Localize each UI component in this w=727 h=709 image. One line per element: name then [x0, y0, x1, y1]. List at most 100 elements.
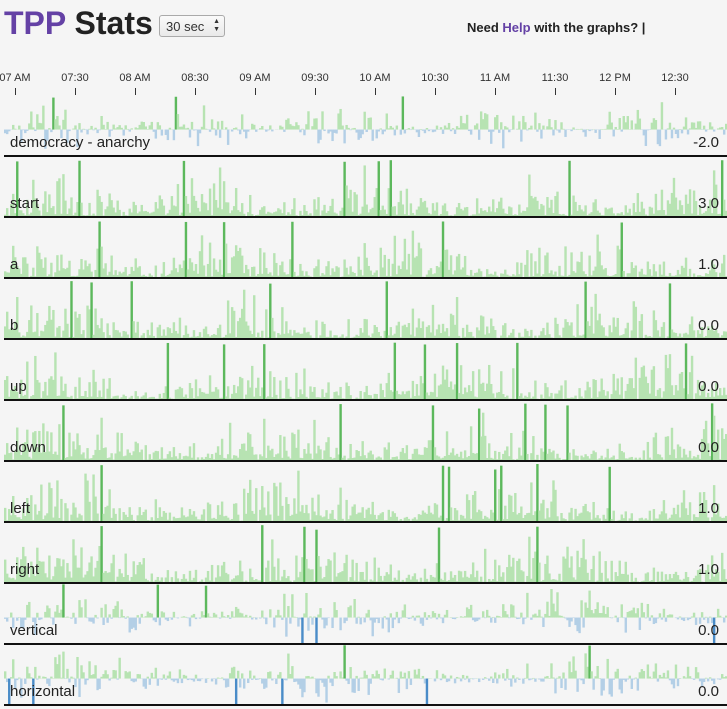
activity-bar: [580, 678, 583, 681]
activity-bar: [584, 205, 587, 216]
activity-bar: [305, 558, 308, 582]
activity-bar: [650, 275, 654, 277]
activity-bar: [337, 113, 340, 130]
activity-bar: [359, 390, 362, 399]
activity-bar: [64, 383, 67, 399]
chart-panel: start 3.0: [4, 157, 727, 218]
activity-bar: [475, 617, 479, 622]
series-plot: [4, 525, 727, 582]
activity-bar: [158, 393, 162, 399]
activity-bar: [490, 580, 493, 582]
activity-bar: [230, 611, 234, 618]
activity-bar: [295, 372, 298, 399]
activity-bar: [560, 214, 563, 216]
activity-bar: [590, 212, 593, 216]
activity-bar: [228, 519, 232, 521]
activity-bar: [263, 678, 266, 689]
chart-panel: up 0.0: [4, 340, 727, 401]
activity-bar: [652, 509, 656, 521]
help-prefix: Need: [467, 20, 503, 35]
activity-bar: [363, 517, 366, 521]
activity-bar: [22, 395, 25, 399]
activity-bar: [592, 333, 595, 338]
activity-bar: [469, 426, 473, 460]
activity-bar: [138, 562, 141, 582]
x-tick-label: 10 AM: [359, 72, 391, 84]
activity-bar: [582, 129, 585, 133]
activity-bar: [586, 666, 589, 679]
activity-bar: [299, 457, 302, 460]
activity-bar: [465, 494, 469, 521]
interval-select[interactable]: 30 sec ▲ ▼: [159, 15, 225, 37]
activity-bar: [696, 454, 700, 460]
activity-bar: [349, 129, 352, 131]
activity-bar: [200, 392, 204, 399]
help-link[interactable]: Help: [502, 20, 531, 35]
activity-bar: [249, 568, 252, 582]
activity-bar: [253, 580, 256, 582]
activity-bar: [385, 449, 388, 460]
activity-bar: [638, 617, 642, 630]
activity-bar: [12, 617, 15, 628]
activity-bar: [656, 518, 660, 521]
series-label: vertical: [10, 622, 58, 639]
activity-bar: [490, 383, 493, 399]
activity-bar: [365, 129, 368, 132]
activity-bar: [698, 678, 702, 682]
activity-bar: [251, 678, 254, 680]
activity-bar: [377, 129, 380, 132]
activity-bar: [379, 678, 382, 680]
activity-bar: [299, 678, 302, 689]
activity-bar: [688, 450, 692, 460]
activity-bar: [688, 676, 692, 679]
activity-bar: [722, 517, 726, 521]
activity-bar: [323, 516, 326, 521]
activity-bar: [660, 189, 664, 216]
activity-bar: [375, 270, 378, 277]
activity-bar: [516, 342, 519, 399]
activity-bar: [232, 616, 236, 618]
activity-bar: [686, 334, 690, 338]
activity-bar: [110, 200, 113, 216]
activity-bar: [371, 333, 374, 338]
activity-bar: [357, 335, 360, 338]
x-tick-mark: [75, 88, 76, 95]
activity-bar: [694, 127, 698, 130]
activity-bar: [660, 326, 664, 338]
activity-bar: [405, 129, 409, 130]
activity-bar: [94, 567, 97, 582]
activity-bar: [660, 457, 664, 460]
activity-bar: [289, 329, 292, 338]
activity-bar: [690, 580, 694, 582]
activity-bar: [311, 497, 314, 521]
activity-bar: [465, 392, 469, 399]
activity-bar: [542, 678, 545, 682]
activity-bar: [546, 676, 549, 679]
activity-bar: [524, 617, 527, 619]
activity-bar: [646, 129, 650, 131]
activity-bar: [479, 511, 483, 521]
activity-bar: [234, 245, 238, 277]
activity-bar: [698, 333, 702, 338]
activity-bar: [285, 119, 288, 130]
activity-bar: [289, 580, 292, 582]
activity-bar: [247, 432, 250, 460]
activity-bar: [291, 594, 294, 618]
activity-bar: [40, 259, 43, 277]
activity-bar: [516, 215, 519, 216]
activity-bar: [80, 129, 83, 133]
activity-bar: [226, 386, 230, 399]
activity-bar: [586, 215, 589, 216]
activity-bar: [377, 515, 380, 521]
activity-bar: [542, 499, 545, 521]
activity-bar: [437, 385, 441, 399]
activity-bar: [640, 517, 644, 521]
activity-bar: [534, 335, 537, 338]
activity-bar: [534, 511, 537, 521]
activity-bar: [303, 327, 306, 338]
activity-bar: [572, 577, 575, 582]
activity-bar: [498, 489, 501, 521]
activity-bar: [536, 464, 539, 521]
activity-bar: [253, 513, 256, 521]
activity-bar: [391, 617, 395, 629]
